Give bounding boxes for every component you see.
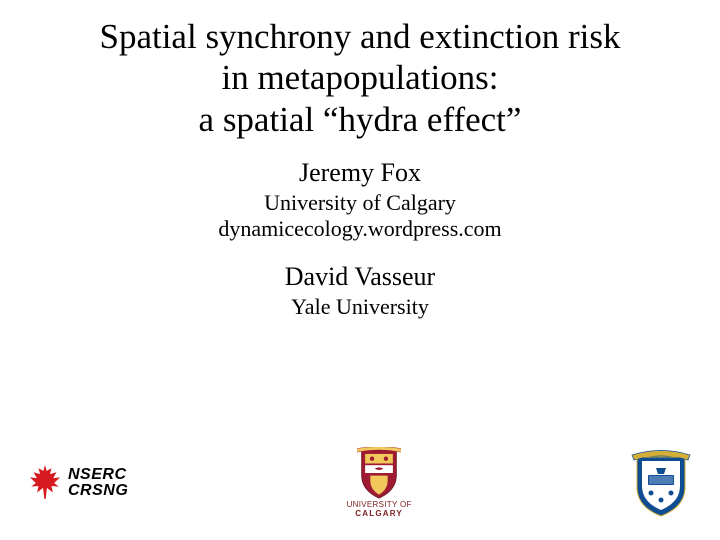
- title-line-1: Spatial synchrony and extinction risk: [99, 17, 620, 56]
- author-1-name: Jeremy Fox: [218, 158, 501, 188]
- slide-container: Spatial synchrony and extinction risk in…: [0, 0, 720, 540]
- author-2-affiliation: Yale University: [285, 294, 435, 320]
- calgary-line-2: CALGARY: [347, 510, 412, 518]
- nserc-text: NSERC CRSNG: [68, 467, 128, 498]
- nserc-logo: NSERC CRSNG: [28, 465, 128, 501]
- calgary-logo: UNIVERSITY OF CALGARY: [347, 447, 412, 518]
- logo-row: NSERC CRSNG UNIVERSITY OF CALGARY: [0, 447, 720, 518]
- yale-shield-icon: [630, 448, 692, 518]
- author-1-block: Jeremy Fox University of Calgary dynamic…: [218, 158, 501, 242]
- author-2-name: David Vasseur: [285, 262, 435, 292]
- title-line-2: in metapopulations:: [221, 58, 498, 97]
- title-line-3: a spatial “hydra effect”: [199, 100, 522, 139]
- author-1-link: dynamicecology.wordpress.com: [218, 216, 501, 242]
- author-2-block: David Vasseur Yale University: [285, 262, 435, 320]
- nserc-line-2: CRSNG: [68, 483, 128, 499]
- yale-logo: [630, 448, 692, 518]
- maple-leaf-icon: [28, 465, 62, 501]
- calgary-text: UNIVERSITY OF CALGARY: [347, 501, 412, 518]
- author-1-affiliation: University of Calgary: [218, 190, 501, 216]
- nserc-line-1: NSERC: [68, 467, 128, 483]
- slide-title: Spatial synchrony and extinction risk in…: [99, 16, 620, 140]
- calgary-shield-icon: [357, 447, 401, 499]
